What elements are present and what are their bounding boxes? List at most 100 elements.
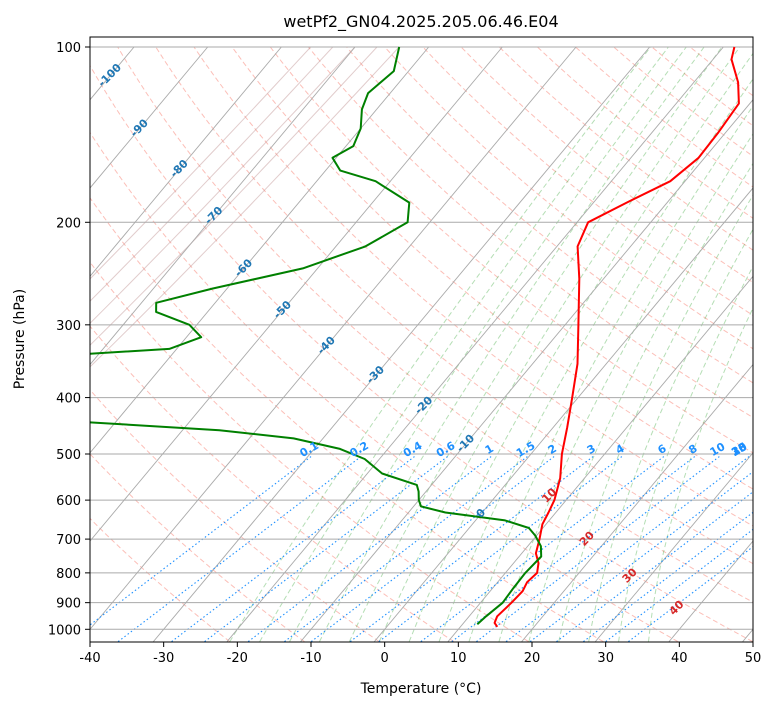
mixing-ratio-line bbox=[556, 491, 753, 642]
dry-adiabat bbox=[346, 46, 753, 384]
isotherm-line bbox=[0, 47, 60, 642]
moist-adiabat bbox=[498, 132, 753, 642]
moist-adiabat bbox=[468, 105, 753, 642]
isotherm-label: -10 bbox=[454, 431, 477, 454]
y-tick-label: 800 bbox=[56, 567, 81, 582]
auxiliary-curve bbox=[90, 46, 400, 368]
dry-adiabat bbox=[308, 46, 753, 419]
x-axis-label: Temperature (°C) bbox=[360, 681, 482, 697]
moist-adiabat bbox=[588, 228, 753, 642]
isotherm-label: -20 bbox=[412, 393, 435, 416]
x-tick-label: -40 bbox=[79, 651, 100, 666]
mixing-ratio-line bbox=[284, 456, 528, 642]
isotherm-label: -70 bbox=[202, 204, 225, 227]
dry-adiabat bbox=[90, 517, 231, 642]
moist-adiabat bbox=[319, 46, 705, 642]
plot-frame bbox=[89, 36, 754, 643]
auxiliary-curve bbox=[90, 46, 312, 280]
isotherm-label: -90 bbox=[128, 116, 151, 139]
dry-adiabat bbox=[575, 46, 753, 188]
isotherm-line bbox=[90, 46, 209, 189]
isotherm-label: -100 bbox=[95, 61, 124, 90]
mixing-ratio-label: 8 bbox=[686, 442, 699, 457]
y-tick-label: 700 bbox=[56, 533, 81, 548]
isotherm-line bbox=[521, 363, 753, 642]
moist-adiabat bbox=[408, 52, 753, 642]
mixing-ratio-line bbox=[117, 456, 362, 642]
dry-adiabat bbox=[155, 46, 753, 565]
moist-adiabat bbox=[259, 46, 669, 642]
mixing-ratio-line bbox=[378, 456, 623, 642]
mixing-ratio-label: 2 bbox=[546, 442, 559, 457]
temperature-profile bbox=[493, 46, 740, 628]
y-tick-label: 900 bbox=[56, 597, 81, 612]
chart-title: wetPf2_GN04.2025.205.06.46.E04 bbox=[283, 12, 558, 32]
mixing-ratio-label: 0.6 bbox=[434, 439, 458, 460]
dry-adiabat bbox=[498, 46, 753, 251]
moist-adiabat bbox=[289, 46, 687, 642]
dry-adiabat bbox=[90, 325, 455, 642]
isotherm-line bbox=[668, 540, 753, 642]
background-lines bbox=[0, 46, 753, 642]
mixing-ratio-line bbox=[420, 456, 665, 642]
mixing-ratio-line bbox=[583, 511, 753, 642]
mixing-ratio-label: 3 bbox=[585, 442, 598, 457]
dry-adiabat bbox=[231, 46, 753, 490]
dry-adiabat bbox=[90, 64, 753, 642]
isotherm-line bbox=[90, 46, 503, 542]
x-tick-label: -30 bbox=[153, 651, 174, 666]
y-axis-ticks: 100 200 300 400 500 600 700 800 900 1000 bbox=[48, 41, 90, 638]
dry-adiabat bbox=[90, 197, 604, 642]
moist-adiabat bbox=[648, 306, 753, 642]
x-tick-label: 40 bbox=[671, 651, 688, 666]
moist-adiabat bbox=[348, 46, 723, 642]
x-tick-label: -10 bbox=[300, 651, 321, 666]
x-tick-label: 30 bbox=[597, 651, 614, 666]
isotherm-line bbox=[90, 46, 282, 277]
dry-adiabat bbox=[613, 46, 753, 157]
auxiliary-curve bbox=[90, 46, 334, 302]
dry-adiabat bbox=[537, 46, 753, 219]
isotherm-label: -50 bbox=[271, 298, 294, 321]
isotherm-label: -30 bbox=[364, 363, 387, 386]
moist-adiabat-label: 40 bbox=[667, 598, 687, 618]
isotherm-line bbox=[374, 187, 753, 642]
x-tick-label: -20 bbox=[227, 651, 248, 666]
mixing-ratio-line bbox=[247, 456, 492, 642]
dewpoint-profile bbox=[90, 46, 543, 625]
isotherm-line bbox=[300, 99, 753, 642]
mixing-ratio-label: 6 bbox=[655, 442, 668, 457]
x-axis-ticks: -40 -30 -20 -10 0 10 20 30 40 50 bbox=[79, 642, 761, 666]
auxiliary-curve bbox=[90, 46, 378, 346]
isotherm-line bbox=[226, 46, 724, 642]
y-tick-label: 200 bbox=[56, 216, 81, 231]
mixing-ratio-line bbox=[171, 456, 415, 642]
y-tick-label: 300 bbox=[56, 319, 81, 334]
isotherm-line bbox=[742, 628, 753, 642]
mixing-ratio-line bbox=[310, 456, 555, 642]
x-tick-label: 50 bbox=[745, 651, 762, 666]
isotherm-line bbox=[153, 46, 651, 642]
mixing-ratio-line bbox=[90, 456, 312, 626]
dry-adiabat bbox=[90, 131, 679, 642]
isotherm-label: -60 bbox=[232, 256, 255, 279]
isotherm-line bbox=[447, 275, 753, 642]
dry-adiabat bbox=[90, 261, 529, 642]
dry-adiabat bbox=[90, 453, 305, 642]
mixing-ratio-label: 10 bbox=[708, 440, 728, 459]
moist-adiabat-label: 20 bbox=[577, 528, 597, 548]
moist-adiabat bbox=[378, 46, 741, 642]
isotherm-line bbox=[90, 46, 430, 454]
mixing-ratio-label: 0.4 bbox=[401, 439, 425, 460]
mixing-ratio-line bbox=[605, 528, 753, 642]
moist-adiabat bbox=[618, 265, 753, 642]
grid bbox=[90, 46, 753, 630]
moist-adiabat bbox=[229, 46, 651, 642]
mixing-ratio-label: 36 bbox=[729, 440, 749, 459]
moist-adiabat bbox=[438, 78, 753, 642]
x-tick-label: 20 bbox=[524, 651, 541, 666]
mixing-ratio-line bbox=[451, 456, 696, 642]
mixing-ratio-line bbox=[204, 456, 448, 642]
moist-adiabat-label: 30 bbox=[620, 565, 640, 585]
